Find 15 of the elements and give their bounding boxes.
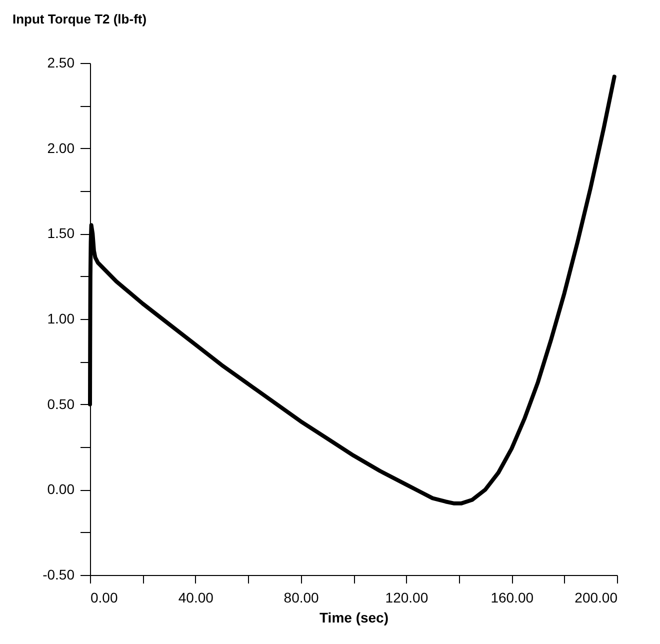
y-tick-label: 1.50 <box>47 225 75 242</box>
x-tick-label: 40.00 <box>178 590 214 606</box>
y-tick-label: 2.50 <box>47 54 75 70</box>
x-axis-title: Time (sec) <box>320 610 388 626</box>
x-tick-label: 80.00 <box>284 590 320 606</box>
x-tick-label: 120.00 <box>385 590 428 606</box>
y-tick-label: 2.00 <box>47 140 75 156</box>
y-tick-label: 0.50 <box>47 396 75 412</box>
y-tick-label: 1.00 <box>47 310 75 326</box>
x-tick-label: 200.00 <box>574 590 618 606</box>
x-tick-label: 0.00 <box>90 590 118 606</box>
y-tick-label: 0.00 <box>47 481 75 498</box>
y-axis-title: Input Torque T2 (lb-ft) <box>12 12 147 26</box>
x-tick-label: 160.00 <box>490 590 534 606</box>
y-tick-label: -0.50 <box>42 566 75 582</box>
